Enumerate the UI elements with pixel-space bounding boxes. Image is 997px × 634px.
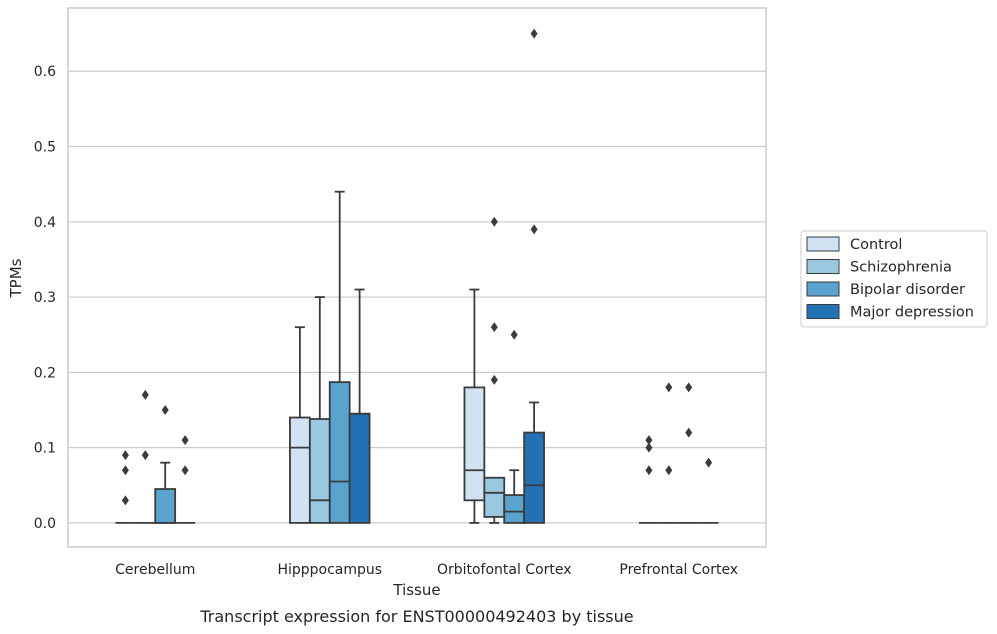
y-tick-label: 0.3: [34, 290, 56, 306]
outlier-point: [490, 322, 498, 333]
x-tick-label: Hipppocampus: [277, 562, 382, 578]
outlier-point: [181, 465, 189, 476]
y-tick-label: 0.5: [34, 140, 56, 156]
x-axis-ticks: Cerebellum Hipppocampus Orbitofontal Corte…: [115, 562, 738, 578]
y-tick-label: 0.0: [34, 516, 56, 532]
series-group: [115, 288, 659, 524]
box-element: [658, 382, 679, 524]
outlier-point: [530, 224, 538, 235]
box-body: [483, 476, 506, 518]
box-element: [463, 288, 486, 524]
x-axis-label: Tissue: [392, 581, 440, 599]
outlier-point: [161, 404, 169, 415]
outlier-point: [645, 465, 653, 476]
y-tick-label: 0.2: [34, 365, 56, 381]
plot-area-frame: [67, 7, 767, 548]
x-tick-label: Orbitofontal Cortex: [437, 562, 572, 578]
outlier-point: [645, 442, 653, 453]
outlier-point: [665, 382, 673, 393]
outlier-point: [490, 374, 498, 385]
box-body: [503, 494, 526, 524]
outlier-point: [121, 450, 129, 461]
outlier-point: [645, 435, 653, 446]
y-tick-label: 0.4: [34, 215, 56, 231]
legend-swatch: [806, 281, 840, 297]
box-body: [348, 412, 371, 524]
outlier-point: [121, 495, 129, 506]
box-groups: [115, 28, 719, 524]
box-body: [328, 381, 351, 524]
box-element: [348, 288, 371, 524]
outlier-point: [530, 28, 538, 39]
outlier-point: [685, 427, 693, 438]
chart-caption: Transcript expression for ENST0000049240…: [199, 607, 633, 626]
legend-swatch: [806, 236, 840, 252]
legend-label: Major depression: [850, 305, 974, 321]
legend-label: Schizophrenia: [850, 260, 952, 276]
outlier-point: [510, 329, 518, 340]
legend: Control Schizophrenia Bipolar disorder Majo…: [800, 230, 988, 328]
box-element: [175, 435, 196, 524]
outlier-point: [665, 465, 673, 476]
legend-frame: [800, 230, 988, 328]
y-tick-label: 0.6: [34, 64, 56, 80]
legend-swatch: [806, 259, 840, 274]
box-body: [523, 431, 545, 524]
y-axis-ticks: 0.0 0.1 0.2 0.3 0.4 0.5 0.6: [34, 64, 56, 532]
legend-swatch: [806, 304, 840, 319]
outlier-point: [685, 382, 693, 393]
series-group: [175, 28, 719, 524]
y-tick-label: 0.1: [34, 441, 56, 457]
box-body: [308, 418, 331, 524]
y-axis-label: TPMs: [7, 258, 25, 298]
box-element: [328, 190, 351, 524]
outlier-point: [705, 457, 713, 468]
outlier-point: [141, 450, 149, 461]
box-element: [698, 457, 719, 524]
x-tick-label: Cerebellum: [115, 562, 195, 578]
box-body: [289, 416, 311, 524]
box-element: [289, 326, 311, 524]
box-body: [154, 488, 177, 524]
series-group: [154, 190, 699, 524]
legend-label: Control: [850, 237, 902, 253]
box-element: [678, 382, 699, 524]
box-element: [135, 389, 156, 524]
legend-label: Bipolar disorder: [850, 282, 965, 298]
box-element: [638, 435, 659, 524]
outlier-point: [121, 465, 129, 476]
outlier-point: [141, 389, 149, 400]
x-tick-label: Prefrontal Cortex: [619, 562, 738, 578]
box-element: [154, 404, 177, 524]
box-element: [523, 28, 545, 524]
box-element: [115, 450, 136, 524]
box-body: [463, 386, 486, 502]
outlier-point: [181, 435, 189, 446]
outlier-point: [490, 216, 498, 227]
